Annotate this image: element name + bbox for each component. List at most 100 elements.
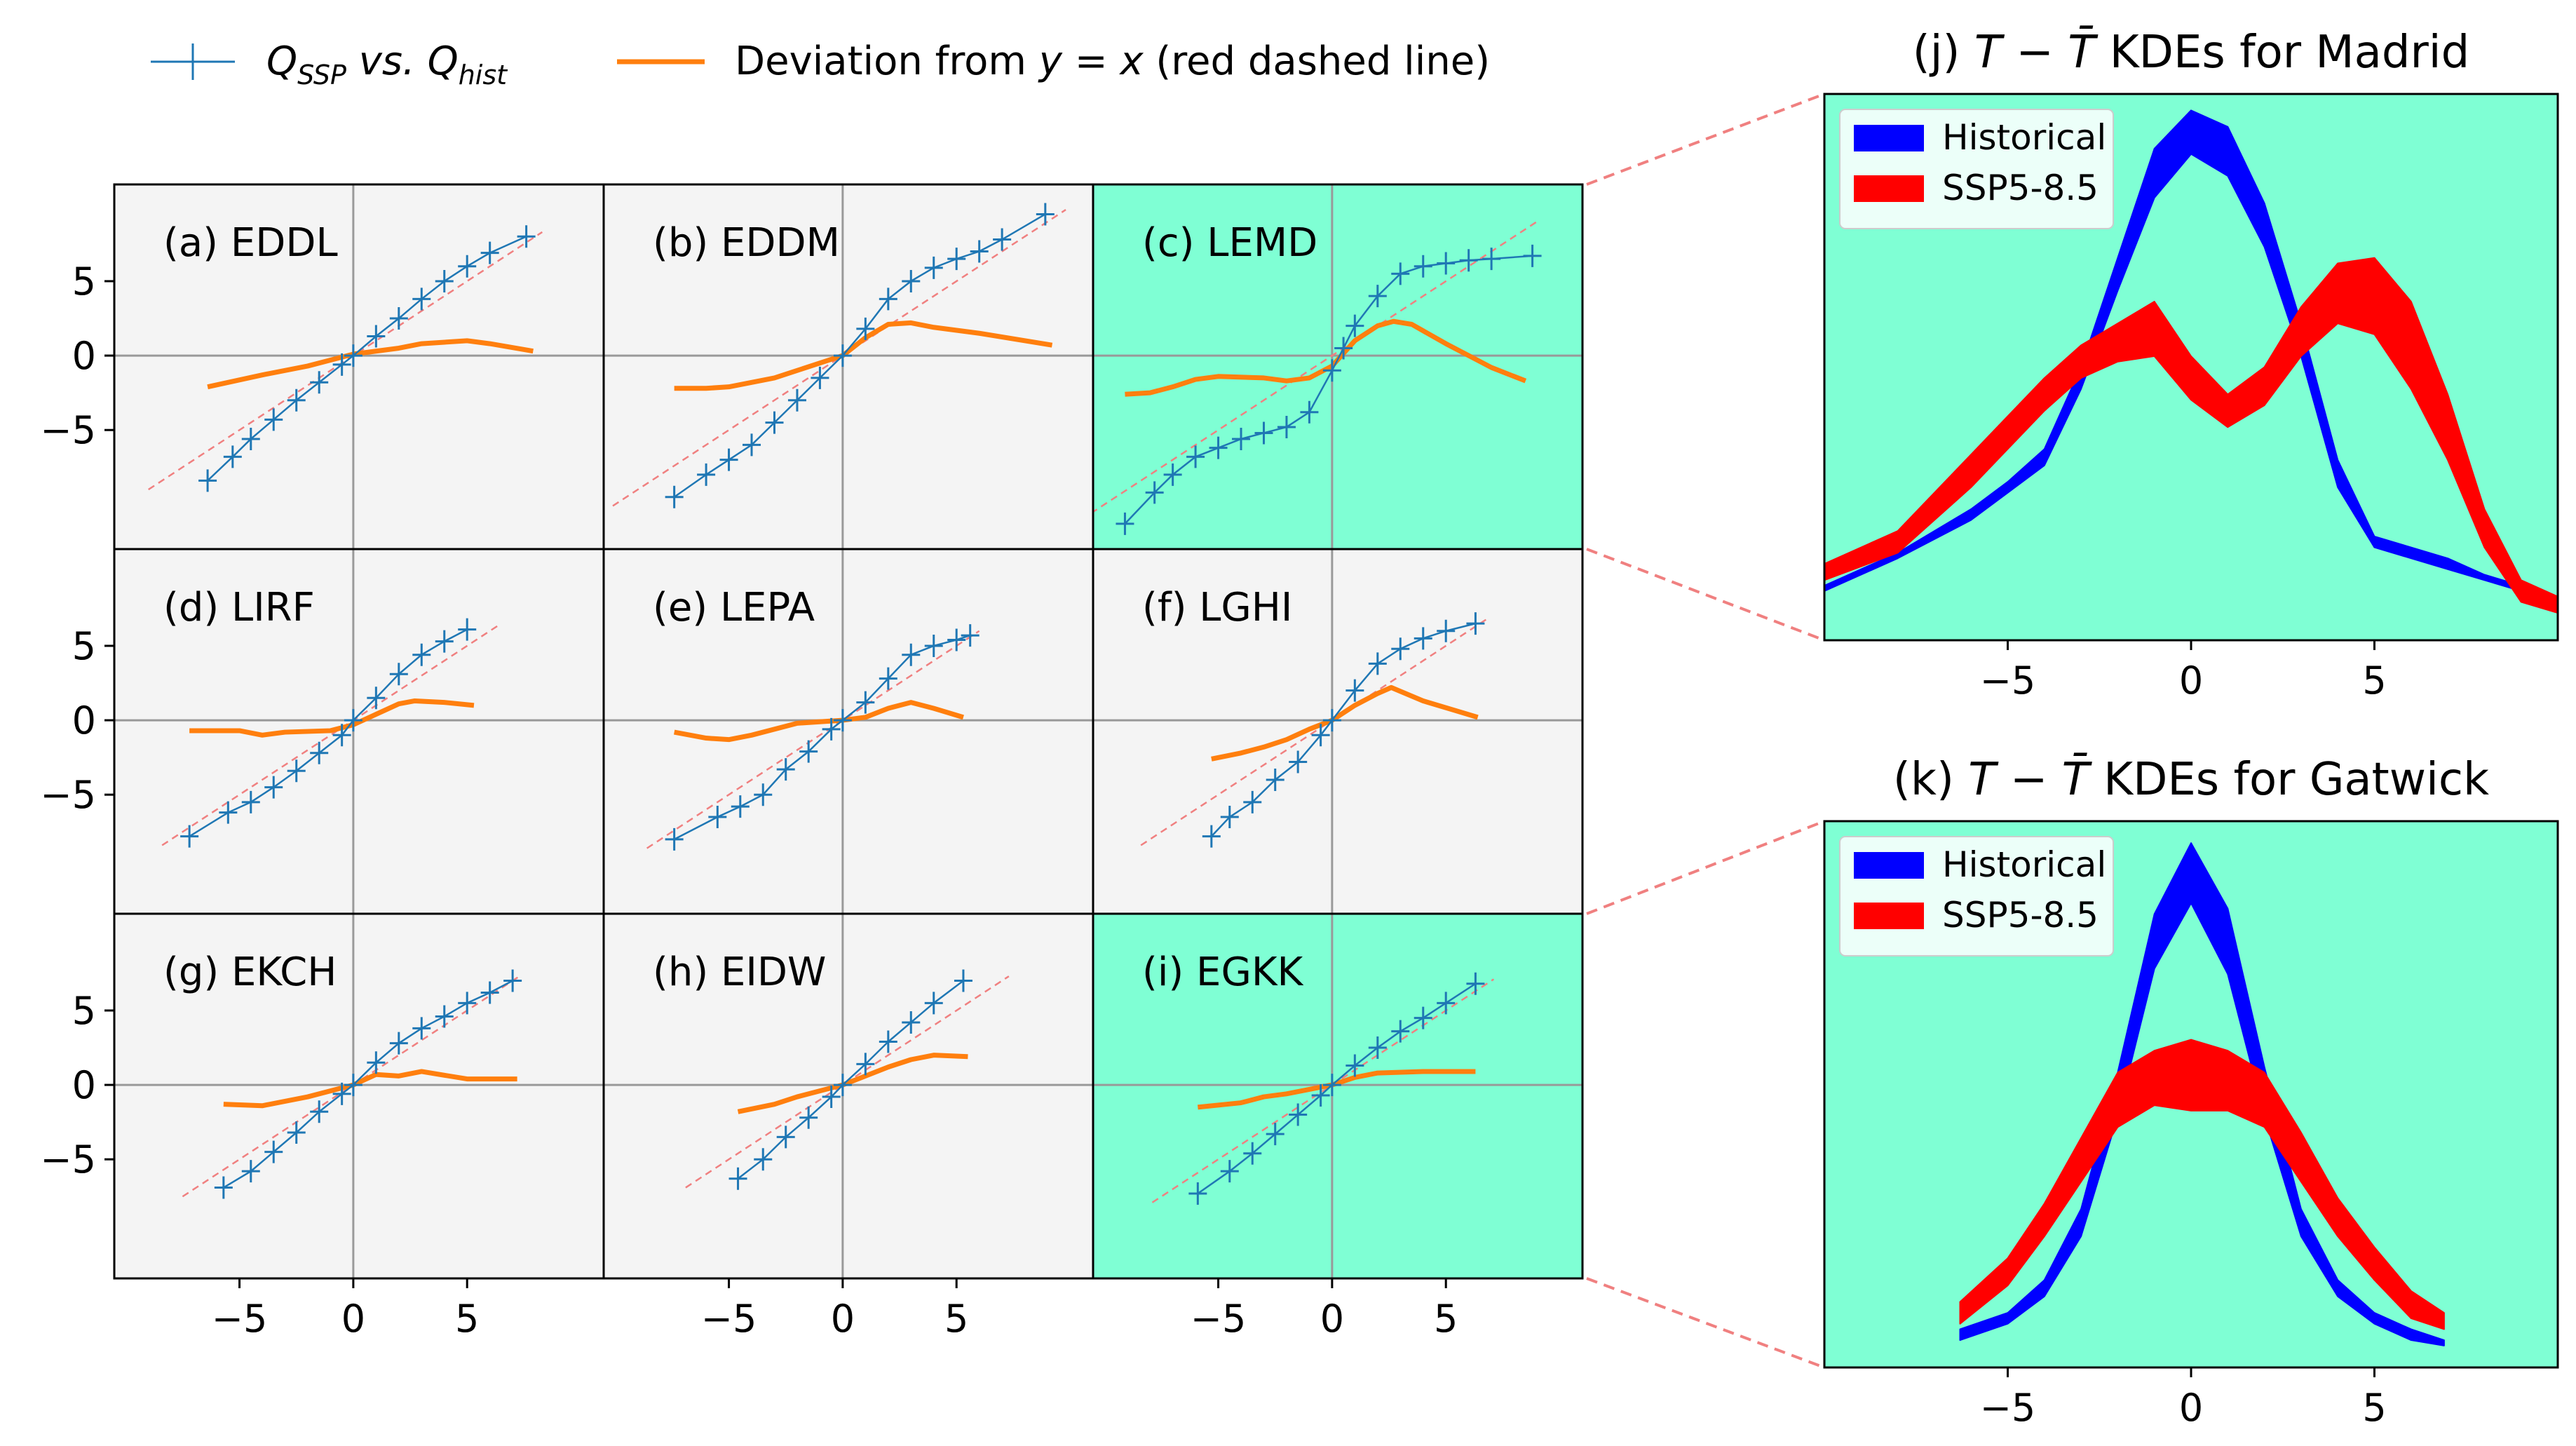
qq-point-marker xyxy=(799,740,818,763)
qq-point-marker xyxy=(697,463,716,486)
qq-point-marker xyxy=(1266,768,1284,791)
qq-panel-3: (d) LIRF −5 0 5 xyxy=(40,548,605,915)
top-legend: QSSP vs. Qhist Deviation from y = x (red… xyxy=(151,39,1490,90)
qq-point-marker xyxy=(367,1051,386,1074)
qq-point-marker xyxy=(1391,262,1410,285)
legend-entry-deviation: Deviation from y = x (red dashed line) xyxy=(617,39,1490,84)
kde-k-band-1 xyxy=(1959,1039,2445,1330)
qq-point-marker xyxy=(223,445,242,468)
qq-point-marker xyxy=(1209,436,1228,459)
kde-k-title: (k) T − T̄ KDEs for Gatwick xyxy=(1893,752,2489,806)
qq-point-marker xyxy=(1482,248,1501,271)
kde-j-legend: Historical SSP5-8.5 xyxy=(1839,109,2114,229)
qq-panel-plot-area xyxy=(604,549,1093,914)
qq-x-tick-label: −5 xyxy=(1191,1297,1247,1341)
kde-j-x-tick-label: 0 xyxy=(2179,658,2203,703)
kde-k-title-math: T − T̄ xyxy=(1968,752,2092,806)
qq-x-tick-label: 0 xyxy=(341,1297,365,1341)
qq-point-marker xyxy=(214,1176,233,1199)
qq-point-marker xyxy=(1368,285,1387,308)
qq-panel-plot-area xyxy=(114,914,604,1278)
kde-j-legend-swatch xyxy=(1854,175,1924,202)
qq-deviation-line xyxy=(737,1053,968,1114)
qq-point-marker xyxy=(1036,203,1055,226)
zoom-connector-line xyxy=(1586,548,1825,642)
qq-point-marker xyxy=(822,717,841,741)
qq-point-marker xyxy=(665,827,684,851)
kde-k-title-prefix: (k) xyxy=(1893,754,1968,806)
qq-point-marker xyxy=(856,691,875,714)
qq-point-marker xyxy=(902,1011,921,1034)
qq-panel-background xyxy=(114,914,604,1278)
qq-point-marker xyxy=(412,288,431,311)
qq-point-marker xyxy=(993,228,1012,251)
qq-x-tick-label: 5 xyxy=(455,1297,479,1341)
qq-point-marker xyxy=(879,288,897,311)
qq-point-marker xyxy=(435,1005,454,1028)
qq-point-marker xyxy=(1188,1182,1207,1205)
qq-point-marker xyxy=(833,344,852,367)
qq-panel-7: (h) EIDW −5 0 5 xyxy=(602,912,1094,1341)
qq-point-marker xyxy=(344,344,362,367)
qq-point-marker xyxy=(241,790,260,813)
qq-point-marker xyxy=(924,634,943,657)
qq-point-marker xyxy=(1254,421,1273,445)
qq-panel-plot-area xyxy=(1093,914,1582,1278)
qq-point-marker xyxy=(332,724,351,747)
qq-point-marker xyxy=(1163,463,1182,486)
qq-point-marker xyxy=(1437,252,1456,275)
zoom-connector-line xyxy=(1586,1277,1825,1369)
qq-panel-background xyxy=(604,914,1093,1278)
qq-y-tick-label: 0 xyxy=(72,334,96,378)
qq-point-marker xyxy=(731,795,750,818)
qq-point-marker xyxy=(776,758,795,781)
qq-panel-label: (e) LEPA xyxy=(653,585,815,630)
qq-panel-8: (i) EGKK −5 0 5 xyxy=(1092,912,1584,1341)
qq-point-marker xyxy=(1368,1036,1387,1060)
qq-point-marker xyxy=(1459,249,1478,272)
qq-plot-grid: (a) EDDL −5 0 5 (b) EDDM (c) LEMD (d) LIRF −5 0 5… xyxy=(40,183,1584,1341)
qq-y-tick-label: −5 xyxy=(40,408,96,452)
qq-point-marker xyxy=(1243,1142,1262,1165)
qq-point-marker xyxy=(412,643,431,666)
qq-reference-line xyxy=(646,630,980,849)
kde-k-x-tick-label: 0 xyxy=(2179,1386,2203,1430)
kde-k-legend-label: Historical xyxy=(1942,844,2106,885)
qq-point-marker xyxy=(902,643,921,666)
qq-panel-0: (a) EDDL −5 0 5 xyxy=(40,183,605,550)
qq-point-marker xyxy=(754,1148,773,1171)
qq-point-marker xyxy=(833,709,852,732)
qq-panel-background xyxy=(1093,914,1582,1278)
qq-panel-plot-area xyxy=(1093,184,1582,549)
qq-point-marker xyxy=(241,427,260,450)
qq-point-marker xyxy=(954,969,972,992)
qq-point-marker xyxy=(219,801,238,824)
qq-point-marker xyxy=(708,806,727,829)
qq-point-marker xyxy=(1391,637,1410,661)
qq-point-marker xyxy=(435,269,454,292)
qq-point-marker xyxy=(1300,400,1319,424)
qq-panel-plot-area xyxy=(1093,549,1582,914)
qq-point-marker xyxy=(665,485,684,508)
qq-point-marker xyxy=(517,225,536,248)
qq-point-marker xyxy=(332,353,351,376)
qq-y-tick-label: −5 xyxy=(40,773,96,817)
qq-deviation-line xyxy=(674,320,1053,391)
qq-point-marker xyxy=(1322,1074,1341,1097)
qq-panel-label: (f) LGHI xyxy=(1142,585,1292,630)
qq-point-marker xyxy=(264,1140,283,1163)
qq-point-marker xyxy=(1523,244,1542,267)
qq-point-marker xyxy=(1322,359,1341,382)
qq-point-marker xyxy=(1466,972,1485,995)
qq-point-marker xyxy=(344,709,362,732)
legend-entry-qq: QSSP vs. Qhist xyxy=(151,39,508,90)
qq-panel-plot-area xyxy=(604,914,1093,1278)
qq-panel-label: (d) LIRF xyxy=(163,585,315,630)
qq-point-marker xyxy=(728,1167,747,1190)
kde-k-x-tick-label: −5 xyxy=(1980,1386,2036,1430)
qq-panel-frame xyxy=(1092,912,1584,1280)
qq-point-marker xyxy=(1414,627,1432,650)
qq-reference-line xyxy=(182,975,520,1198)
qq-point-marker xyxy=(1345,1054,1364,1077)
